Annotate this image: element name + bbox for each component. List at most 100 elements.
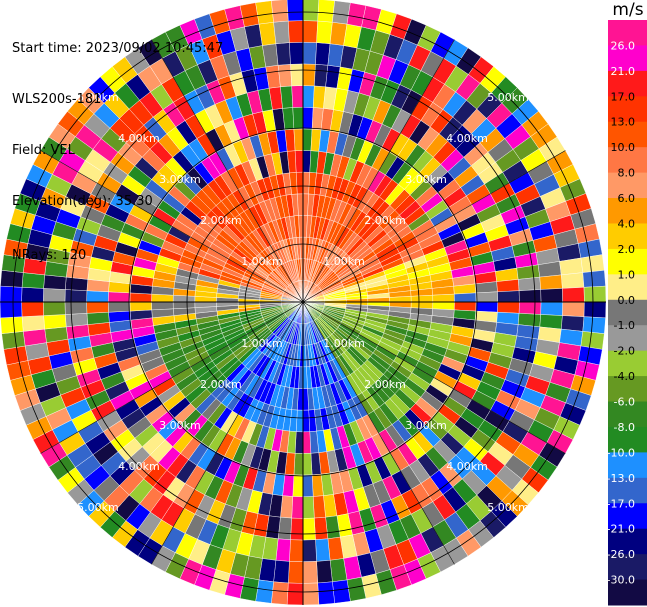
colorbar-tick-label: -17.0 (608, 497, 635, 510)
colorbar-segment (608, 172, 647, 199)
colorbar-segment (608, 121, 647, 148)
ray-bin (332, 579, 351, 604)
ray-bin (302, 496, 315, 519)
range-label: 3.00km (405, 419, 447, 432)
colorbar-segment (608, 579, 647, 606)
colorbar-segment (608, 376, 647, 403)
range-label: 4.00km (446, 132, 488, 145)
colorbar-segment (608, 325, 647, 352)
ray-bin (540, 288, 563, 303)
colorbar-segment (608, 477, 647, 504)
ray-bin (129, 301, 152, 312)
ray-bin (302, 150, 312, 173)
ray-bin (496, 279, 520, 293)
colorbar-segment (608, 20, 647, 46)
range-label: 3.00km (159, 173, 201, 186)
colorbar-segment (608, 528, 647, 555)
range-label: 4.00km (118, 460, 160, 473)
colorbar-segment (608, 350, 647, 377)
colorbar-tick-label: -10.0 (608, 446, 635, 459)
azimuth-spoke (40, 150, 304, 303)
colorbar-segment (608, 554, 647, 581)
ray-bin (292, 106, 304, 130)
colorbar: 26.0 21.0 17.0 13.0 10.0 8.0 6.0 4.0 2.0 1.0 0.0 -1… (608, 20, 647, 606)
ray-bin (271, 0, 289, 23)
ray-bin (129, 292, 152, 303)
azimuth-spoke (40, 301, 304, 454)
ray-bin (302, 561, 318, 584)
ray-bin (315, 42, 331, 66)
colorbar-tick-label: -6.0 (614, 396, 635, 409)
colorbar-tick-label: 1.0 (618, 268, 636, 281)
ray-bin (561, 272, 585, 289)
ray-bin (302, 63, 316, 87)
colorbar-tick-label: 4.0 (618, 217, 636, 230)
ray-bin (21, 315, 45, 332)
range-label: 2.00km (200, 214, 242, 227)
ray-bin (271, 581, 289, 605)
ray-bin (151, 301, 174, 311)
ray-bin (316, 20, 333, 44)
elevation: Elevation(deg): 35.30 (12, 194, 153, 209)
colorbar-tick-label: 26.0 (611, 39, 636, 52)
ray-bin (86, 301, 109, 314)
range-label: 1.00km (241, 255, 283, 268)
colorbar-segment (608, 147, 647, 174)
ray-bin (562, 287, 585, 303)
field-name: Field: VEL (12, 143, 75, 158)
ray-bin (583, 285, 607, 303)
ray-bin (64, 301, 88, 315)
colorbar-segment (608, 198, 647, 224)
ray-bin (277, 64, 292, 88)
range-label: 2.00km (364, 378, 406, 391)
info-panel: Start time: 2023/09/02 10:45:47 WLS200s-… (12, 6, 223, 281)
start-time: Start time: 2023/09/02 10:45:47 (12, 41, 224, 56)
ray-bin (302, 20, 318, 43)
ray-bin (291, 496, 304, 519)
ray-bin (275, 42, 291, 66)
ray-bin (255, 0, 274, 25)
ray-bin (302, 106, 314, 130)
colorbar-tick-label: -26.0 (608, 548, 635, 561)
range-label: 5.00km (77, 501, 119, 514)
ray-bin (295, 171, 304, 195)
range-label: 3.00km (405, 173, 447, 186)
ray-bin (314, 516, 329, 540)
azimuth-spoke (302, 150, 566, 303)
ray-bin (302, 453, 313, 476)
ray-bin (43, 314, 67, 330)
ray-bin (302, 388, 309, 411)
ray-bin (288, 561, 304, 584)
ray-bin (315, 538, 331, 562)
range-labels: 1.00km 1.00km 1.00km 1.00km 2.00km 2.00km 2.00… (77, 91, 529, 514)
range-label: 3.00km (159, 419, 201, 432)
colorbar-tick-label: -30.0 (608, 574, 635, 587)
ray-bin (539, 274, 563, 290)
range-label: 4.00km (118, 132, 160, 145)
colorbar-tick-label: 0.0 (618, 294, 636, 307)
ray-bin (582, 316, 606, 334)
colorbar-tick-label: 10.0 (611, 141, 636, 154)
ray-bin (0, 285, 23, 303)
colorbar-tick-label: -2.0 (614, 345, 635, 358)
ray-bin (21, 287, 44, 303)
range-label: 1.00km (241, 337, 283, 350)
ray-bin (86, 290, 109, 303)
ray-bin (539, 314, 563, 330)
azimuth-spoke (151, 301, 304, 565)
ray-bin (302, 42, 317, 65)
azimuth-spoke (302, 301, 455, 565)
ray-bin (0, 301, 23, 319)
ray-bin (454, 292, 477, 303)
ray-bin (561, 315, 585, 332)
ray-bin (302, 431, 312, 454)
ray-bin (292, 474, 304, 498)
ray-bin (273, 20, 290, 44)
nrays: NRays: 120 (12, 248, 87, 263)
ray-bin (389, 296, 412, 303)
ray-bin (540, 301, 563, 316)
ray-bin (273, 560, 290, 584)
ray-bin (151, 293, 174, 303)
ray-bin (294, 431, 304, 454)
ray-bin (302, 85, 315, 108)
